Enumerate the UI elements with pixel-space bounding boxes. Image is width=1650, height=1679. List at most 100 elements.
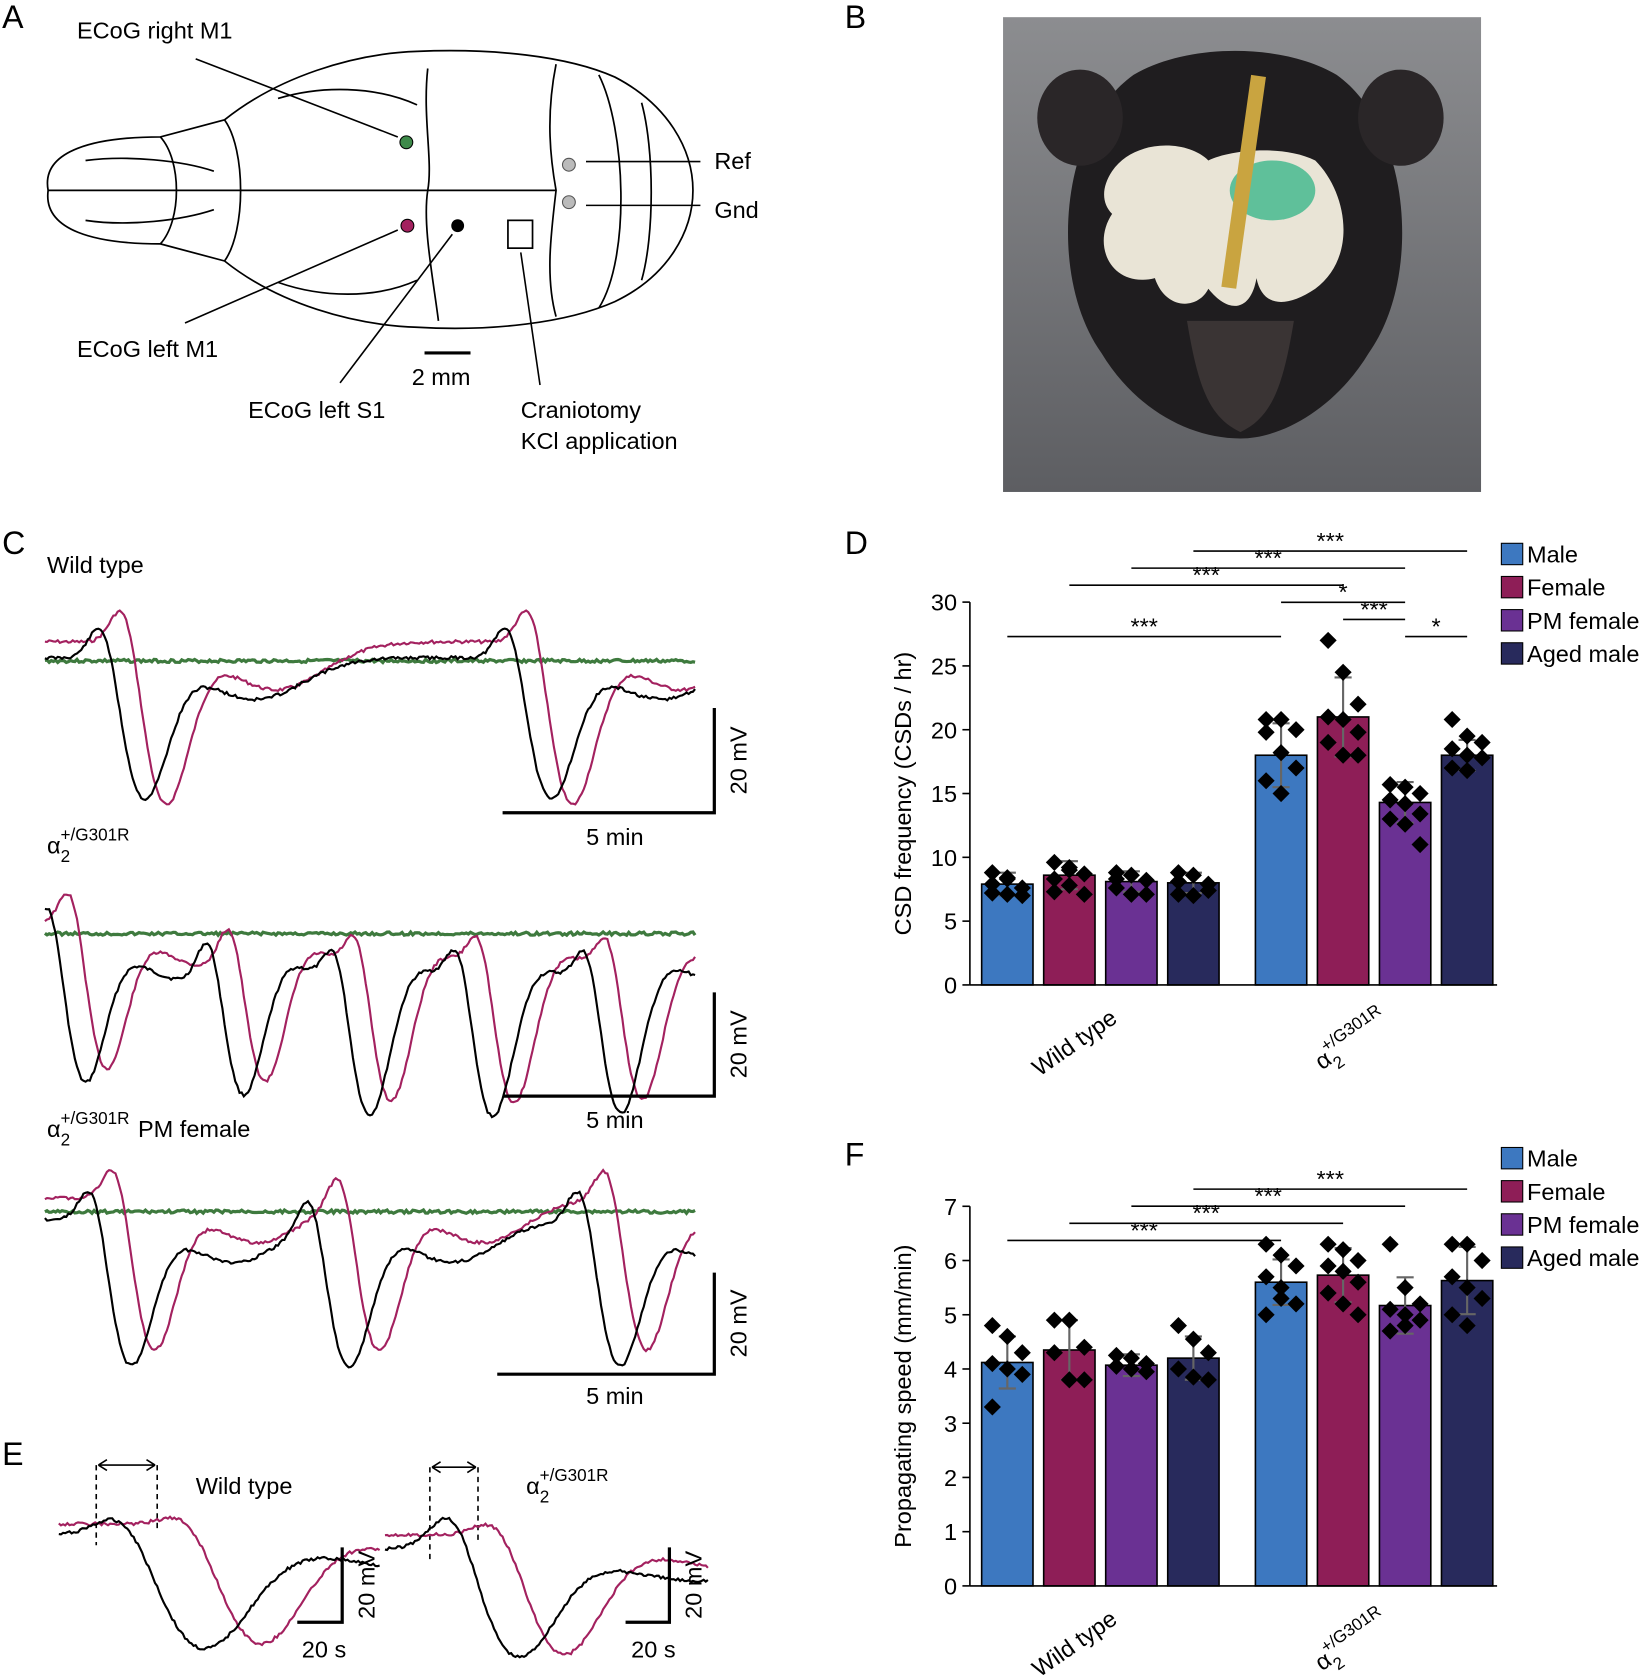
panel-letter: F bbox=[845, 1137, 865, 1173]
data-point bbox=[1458, 727, 1476, 745]
data-point bbox=[1443, 1235, 1461, 1253]
scale-label: 20 mV bbox=[680, 1551, 706, 1619]
y-tick-label: 30 bbox=[931, 590, 957, 616]
scale-label: 20 mV bbox=[353, 1551, 379, 1619]
data-point bbox=[1169, 885, 1187, 903]
trace bbox=[44, 609, 696, 806]
significance-label: *** bbox=[1360, 596, 1387, 622]
legend-label: Aged male bbox=[1527, 641, 1639, 667]
data-point bbox=[1319, 631, 1337, 649]
data-point bbox=[998, 885, 1016, 903]
data-point bbox=[1319, 708, 1337, 726]
data-point bbox=[1075, 885, 1093, 903]
scale-label: 20 s bbox=[631, 1637, 675, 1663]
significance-label: *** bbox=[1255, 1183, 1282, 1209]
data-point bbox=[1107, 1357, 1125, 1375]
scale-bar bbox=[502, 992, 716, 1098]
data-point bbox=[1443, 740, 1461, 758]
data-point bbox=[1169, 864, 1187, 882]
panel-letter: C bbox=[2, 525, 25, 561]
data-point bbox=[1319, 1235, 1337, 1253]
panel-letter: E bbox=[2, 1436, 23, 1472]
panel-letter: A bbox=[2, 0, 24, 35]
data-point bbox=[1381, 1235, 1399, 1253]
data-point bbox=[1199, 881, 1217, 900]
label: Ref bbox=[714, 148, 751, 174]
significance-label: *** bbox=[1255, 545, 1282, 571]
electrode bbox=[451, 219, 465, 233]
data-point bbox=[1287, 1257, 1305, 1275]
label-sub: 2 bbox=[61, 847, 71, 866]
significance-label: *** bbox=[1317, 528, 1344, 554]
panel-letter: B bbox=[845, 0, 866, 35]
significance-label: *** bbox=[1192, 562, 1219, 588]
data-point bbox=[1334, 1241, 1352, 1259]
data-point bbox=[998, 869, 1016, 887]
panel-letter: D bbox=[845, 525, 868, 561]
data-point bbox=[1122, 885, 1140, 903]
data-point bbox=[1349, 1273, 1367, 1291]
legend-label: PM female bbox=[1527, 1212, 1639, 1238]
y-tick-label: 2 bbox=[944, 1465, 957, 1491]
scale-label: 5 min bbox=[586, 824, 644, 850]
data-point bbox=[983, 875, 1001, 893]
y-tick-label: 0 bbox=[944, 1573, 957, 1599]
label-base: α bbox=[47, 1116, 61, 1142]
bar bbox=[1440, 754, 1494, 986]
scale-label: 20 mV bbox=[725, 726, 751, 794]
label: α2 +/G301R PM female bbox=[47, 1109, 250, 1149]
y-tick-label: 15 bbox=[931, 781, 957, 807]
data-point bbox=[1319, 1284, 1337, 1302]
data-point bbox=[1349, 1251, 1367, 1270]
data-point bbox=[1411, 805, 1429, 823]
interval-marker bbox=[95, 1459, 479, 1564]
label: α2+/G301R bbox=[1306, 1000, 1397, 1080]
legend-swatch bbox=[1500, 642, 1524, 665]
label-sub: 2 bbox=[540, 1487, 550, 1506]
y-tick-label: 25 bbox=[931, 653, 957, 679]
bar bbox=[1042, 1349, 1096, 1587]
data-point bbox=[1473, 1251, 1491, 1270]
significance-label: *** bbox=[1130, 1217, 1157, 1243]
data-point bbox=[1287, 759, 1305, 777]
y-tick-label: 5 bbox=[944, 909, 957, 935]
significance-label: *** bbox=[1317, 1166, 1344, 1192]
trace bbox=[44, 627, 696, 802]
skull-leaders bbox=[184, 58, 701, 386]
y-tick-label: 7 bbox=[944, 1194, 957, 1220]
data-point bbox=[1334, 1262, 1352, 1280]
data-point bbox=[983, 864, 1001, 882]
data-point bbox=[1075, 1338, 1093, 1356]
bar bbox=[1378, 801, 1432, 986]
data-point bbox=[1169, 1360, 1187, 1378]
data-point bbox=[1122, 866, 1140, 884]
legend-swatch bbox=[1500, 1146, 1524, 1170]
data-point bbox=[1045, 1311, 1063, 1329]
data-point bbox=[1349, 746, 1367, 764]
data-point bbox=[983, 884, 1001, 902]
data-point bbox=[1060, 861, 1078, 879]
label-sub: 2 bbox=[1330, 1653, 1349, 1674]
significance-label: * bbox=[1339, 579, 1348, 605]
label: Gnd bbox=[714, 197, 758, 223]
y-tick-label: 3 bbox=[944, 1411, 957, 1437]
data-point bbox=[1349, 723, 1367, 741]
data-point bbox=[1458, 761, 1476, 780]
trace bbox=[43, 929, 697, 938]
trace bbox=[44, 1190, 696, 1369]
legend-label: Female bbox=[1527, 1179, 1605, 1205]
significance-label: * bbox=[1432, 613, 1441, 639]
significance-label: *** bbox=[1130, 613, 1157, 639]
data-point bbox=[1184, 887, 1202, 905]
bar bbox=[1104, 1364, 1158, 1587]
scale-bar bbox=[497, 1272, 716, 1376]
data-point bbox=[983, 1317, 1001, 1335]
data-point bbox=[1169, 873, 1187, 891]
data-point bbox=[1107, 1346, 1125, 1364]
craniotomy bbox=[507, 219, 534, 250]
data-point bbox=[1334, 663, 1352, 681]
data-point bbox=[1137, 885, 1155, 903]
label: Wild type bbox=[196, 1473, 293, 1499]
bar bbox=[1254, 1281, 1308, 1587]
